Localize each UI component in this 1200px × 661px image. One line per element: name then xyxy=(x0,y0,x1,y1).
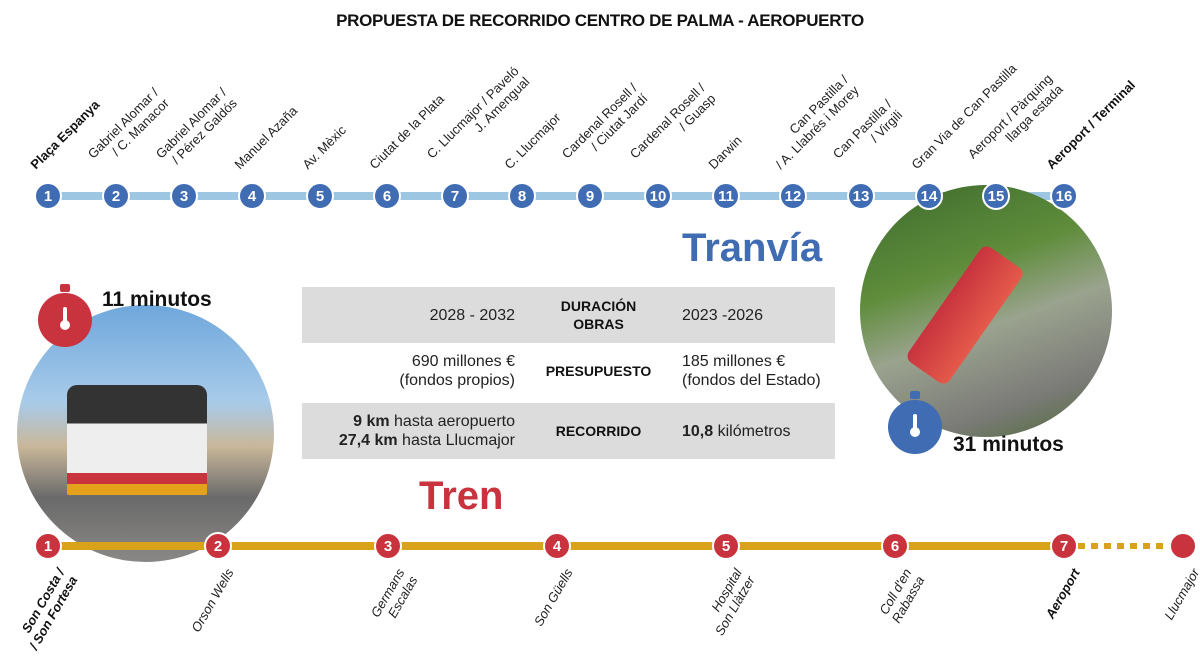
tram-route-line xyxy=(48,192,1064,200)
tram-stop-marker: 12 xyxy=(779,182,807,210)
train-stop-marker: 5 xyxy=(712,532,740,560)
row-label: PRESUPUESTO xyxy=(545,363,652,379)
train-stop-marker: 1 xyxy=(34,532,62,560)
tram-value: 2023 -2026 xyxy=(682,306,763,324)
train-km-airport-text: hasta aeropuerto xyxy=(389,413,515,430)
tram-stop-marker: 3 xyxy=(170,182,198,210)
train-stop-marker: 7 xyxy=(1050,532,1078,560)
train-km-llucmajor: 27,4 km xyxy=(338,432,398,449)
stopwatch-icon xyxy=(888,391,942,454)
tram-stop-marker: 6 xyxy=(373,182,401,210)
train-stop-marker: 6 xyxy=(881,532,909,560)
tram-stop-label: Plaça Espanya xyxy=(27,97,103,172)
tram-km-text: kilómetros xyxy=(713,422,791,440)
tram-stop-label: Manuel Azaña xyxy=(231,103,301,172)
tram-stop-marker: 4 xyxy=(238,182,266,210)
row-label: DURACIÓN OBRAS xyxy=(560,298,637,332)
train-km-airport: 9 km xyxy=(353,413,390,430)
tram-stop-marker: 2 xyxy=(102,182,130,210)
train-stop-marker: 4 xyxy=(543,532,571,560)
tram-stop-marker: 8 xyxy=(508,182,536,210)
table-row-duration: 2028 - 2032 DURACIÓN OBRAS 2023 -2026 xyxy=(302,287,835,343)
tram-heading: Tranvía xyxy=(682,226,823,270)
tram-stop-marker: 9 xyxy=(576,182,604,210)
tram-stop-label: Gabriel Alomar / / Pérez Galdós xyxy=(152,84,240,167)
train-value: 2028 - 2032 xyxy=(429,306,515,324)
train-extension-dotted-line xyxy=(1078,543,1176,549)
train-heading: Tren xyxy=(419,474,504,518)
tram-stop-label: Av. Mèxic xyxy=(299,122,350,172)
train-stop-label: Son Güells xyxy=(531,566,576,629)
tram-value: 185 millones € (fondos del Estado) xyxy=(682,353,821,389)
tram-stop-marker: 15 xyxy=(982,182,1010,210)
tram-stop-marker: 10 xyxy=(644,182,672,210)
tram-stop-marker: 5 xyxy=(306,182,334,210)
tram-stop-marker: 1 xyxy=(34,182,62,210)
tram-value: 10,8 kilómetros xyxy=(682,422,835,441)
page-title: PROPUESTA DE RECORRIDO CENTRO DE PALMA -… xyxy=(336,11,864,30)
train-duration: 11 minutos xyxy=(102,288,212,311)
train-stop-label: Aeroport xyxy=(1042,566,1083,622)
train-km-llucmajor-text: hasta Llucmajor xyxy=(397,432,515,449)
tram-photo xyxy=(860,185,1112,437)
table-row-route: 9 km hasta aeropuerto 27,4 km hasta Llucm… xyxy=(302,403,835,459)
tram-stop-label: Darwin xyxy=(705,132,745,172)
stopwatch-icon xyxy=(38,284,92,347)
tram-stop-marker: 14 xyxy=(915,182,943,210)
train-value: 9 km hasta aeropuerto 27,4 km hasta Llucm… xyxy=(302,412,515,450)
train-stop-label: Son Costa / / Son Fortesa xyxy=(18,566,80,653)
comparison-table: 2028 - 2032 DURACIÓN OBRAS 2023 -2026 69… xyxy=(302,287,835,459)
tram-stop-marker: 16 xyxy=(1050,182,1078,210)
train-stop-label: Orson Wells xyxy=(188,566,237,635)
train-value: 690 millones € (fondos propios) xyxy=(399,353,515,389)
tram-stop-marker: 11 xyxy=(712,182,740,210)
train-stop-label: Coll d'en Rabassa xyxy=(875,566,927,626)
train-stop-marker: 2 xyxy=(204,532,232,560)
row-label: RECORRIDO xyxy=(555,423,642,439)
tram-vehicle xyxy=(904,243,1026,387)
table-row-budget: 690 millones € (fondos propios) PRESUPUE… xyxy=(302,343,835,399)
train-stop-label: Germans Escalas xyxy=(367,566,420,621)
tram-stop-label: C. Llucmajor xyxy=(501,109,564,172)
train-vehicle xyxy=(67,385,207,495)
train-stop-label: Hospital Son Llàtzer xyxy=(708,566,758,638)
train-stop-label: Llucmajor xyxy=(1160,566,1200,623)
tram-duration: 31 minutos xyxy=(953,433,1064,456)
train-stop-marker: 3 xyxy=(374,532,402,560)
tram-km: 10,8 xyxy=(682,422,714,440)
train-photo xyxy=(17,305,274,562)
tram-stop-marker: 7 xyxy=(441,182,469,210)
tram-stop-label: Gabriel Alomar / / C. Manacor xyxy=(84,84,172,162)
tram-stop-marker: 13 xyxy=(847,182,875,210)
train-stop-marker xyxy=(1169,532,1197,560)
